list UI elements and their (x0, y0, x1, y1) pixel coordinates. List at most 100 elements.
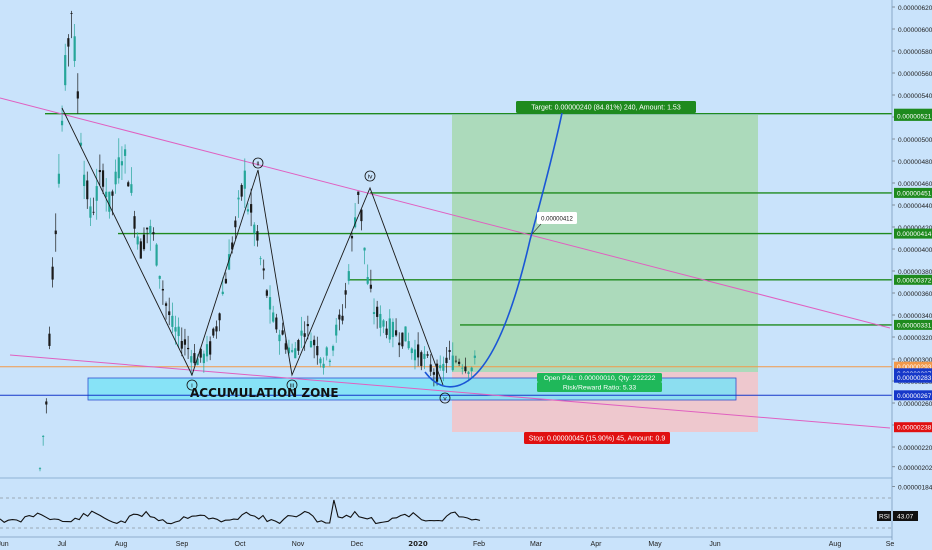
candle-body[interactable] (426, 354, 429, 356)
candle-body[interactable] (51, 266, 54, 280)
candle-body[interactable] (388, 318, 391, 340)
candle-body[interactable] (290, 350, 294, 352)
candle-body[interactable] (338, 314, 341, 320)
candle-body[interactable] (461, 367, 464, 369)
candle-body[interactable] (105, 191, 108, 198)
candle-body[interactable] (429, 364, 432, 372)
candle-body[interactable] (67, 38, 70, 47)
candle-body[interactable] (60, 120, 64, 126)
candle-body[interactable] (205, 344, 209, 357)
candle-body[interactable] (391, 321, 395, 338)
candle-body[interactable] (164, 303, 168, 306)
candle-body[interactable] (155, 244, 158, 266)
candle-body[interactable] (127, 182, 130, 187)
candle-body[interactable] (133, 216, 136, 229)
candle-body[interactable] (404, 326, 407, 342)
candle-body[interactable] (54, 230, 57, 235)
level-tag-bg[interactable] (894, 372, 932, 383)
candle-body[interactable] (64, 55, 67, 86)
candle-body[interactable] (114, 171, 117, 185)
candle-body[interactable] (92, 211, 95, 213)
level-tag-bg[interactable] (894, 110, 932, 121)
wave-marker[interactable] (186, 379, 198, 391)
candle-body[interactable] (347, 271, 350, 281)
candle-body[interactable] (38, 468, 42, 470)
candle-body[interactable] (101, 170, 105, 187)
wave-polyline[interactable] (61, 107, 444, 386)
candle-body[interactable] (227, 254, 231, 270)
candle-body[interactable] (316, 346, 319, 356)
candle-body[interactable] (467, 372, 470, 374)
candle-body[interactable] (262, 268, 265, 271)
candle-body[interactable] (442, 363, 445, 371)
candle-body[interactable] (366, 277, 369, 284)
candle-body[interactable] (246, 209, 250, 212)
candle-body[interactable] (385, 328, 388, 335)
candle-body[interactable] (108, 191, 111, 212)
callout-label-bg[interactable] (537, 212, 577, 224)
candle-body[interactable] (212, 328, 215, 336)
candle-body[interactable] (303, 333, 306, 337)
candle-body[interactable] (130, 184, 133, 193)
candle-body[interactable] (259, 258, 262, 260)
candle-body[interactable] (177, 326, 180, 337)
candle-body[interactable] (306, 324, 309, 327)
candle-body[interactable] (357, 191, 360, 195)
candle-body[interactable] (265, 290, 268, 296)
candle-body[interactable] (256, 231, 259, 241)
candle-body[interactable] (325, 347, 328, 356)
candle-body[interactable] (111, 191, 114, 196)
candle-body[interactable] (272, 312, 275, 322)
candle-body[interactable] (435, 363, 439, 382)
candle-body[interactable] (423, 353, 426, 359)
candle-body[interactable] (250, 204, 253, 213)
candle-body[interactable] (394, 330, 398, 336)
candle-body[interactable] (120, 161, 124, 166)
candle-body[interactable] (439, 365, 442, 369)
candle-body[interactable] (322, 363, 325, 368)
candle-body[interactable] (202, 353, 205, 364)
open-pl-label-bg[interactable] (537, 373, 662, 382)
candle-body[interactable] (432, 372, 435, 375)
candle-body[interactable] (372, 312, 376, 315)
candle-body[interactable] (196, 358, 199, 365)
candle-body[interactable] (300, 330, 303, 336)
candle-body[interactable] (174, 327, 177, 332)
candle-body[interactable] (363, 247, 366, 251)
candle-body[interactable] (420, 352, 423, 366)
level-tag-bg[interactable] (894, 319, 932, 330)
rsi-line[interactable] (0, 499, 481, 525)
level-tag-bg[interactable] (894, 361, 932, 372)
candle-body[interactable] (287, 347, 291, 354)
candle-body[interactable] (473, 355, 476, 358)
candle-body[interactable] (328, 360, 331, 362)
candle-body[interactable] (183, 339, 187, 345)
candle-body[interactable] (161, 288, 164, 291)
candle-body[interactable] (123, 149, 127, 156)
candle-body[interactable] (89, 206, 92, 218)
candle-body[interactable] (152, 232, 155, 235)
candle-body[interactable] (98, 170, 101, 173)
candle-body[interactable] (83, 174, 86, 187)
candle-body[interactable] (398, 342, 401, 346)
candle-body[interactable] (382, 320, 385, 327)
level-tag-bg[interactable] (894, 187, 932, 198)
candle-body[interactable] (344, 290, 347, 295)
risk-reward-label-bg[interactable] (537, 382, 662, 392)
candle-body[interactable] (331, 346, 335, 351)
candle-body[interactable] (231, 242, 234, 250)
candle-body[interactable] (158, 275, 161, 279)
candle-body[interactable] (360, 209, 363, 222)
candle-body[interactable] (45, 401, 48, 405)
candle-body[interactable] (48, 333, 51, 346)
candle-body[interactable] (193, 353, 196, 364)
level-tag-bg[interactable] (894, 228, 932, 239)
candle-body[interactable] (350, 236, 354, 239)
candle-body[interactable] (410, 348, 413, 354)
wave-marker[interactable] (252, 157, 264, 169)
candle-body[interactable] (218, 313, 221, 321)
candle-body[interactable] (79, 142, 83, 146)
level-tag-bg[interactable] (894, 274, 932, 285)
lower-trendline[interactable] (9, 354, 891, 429)
